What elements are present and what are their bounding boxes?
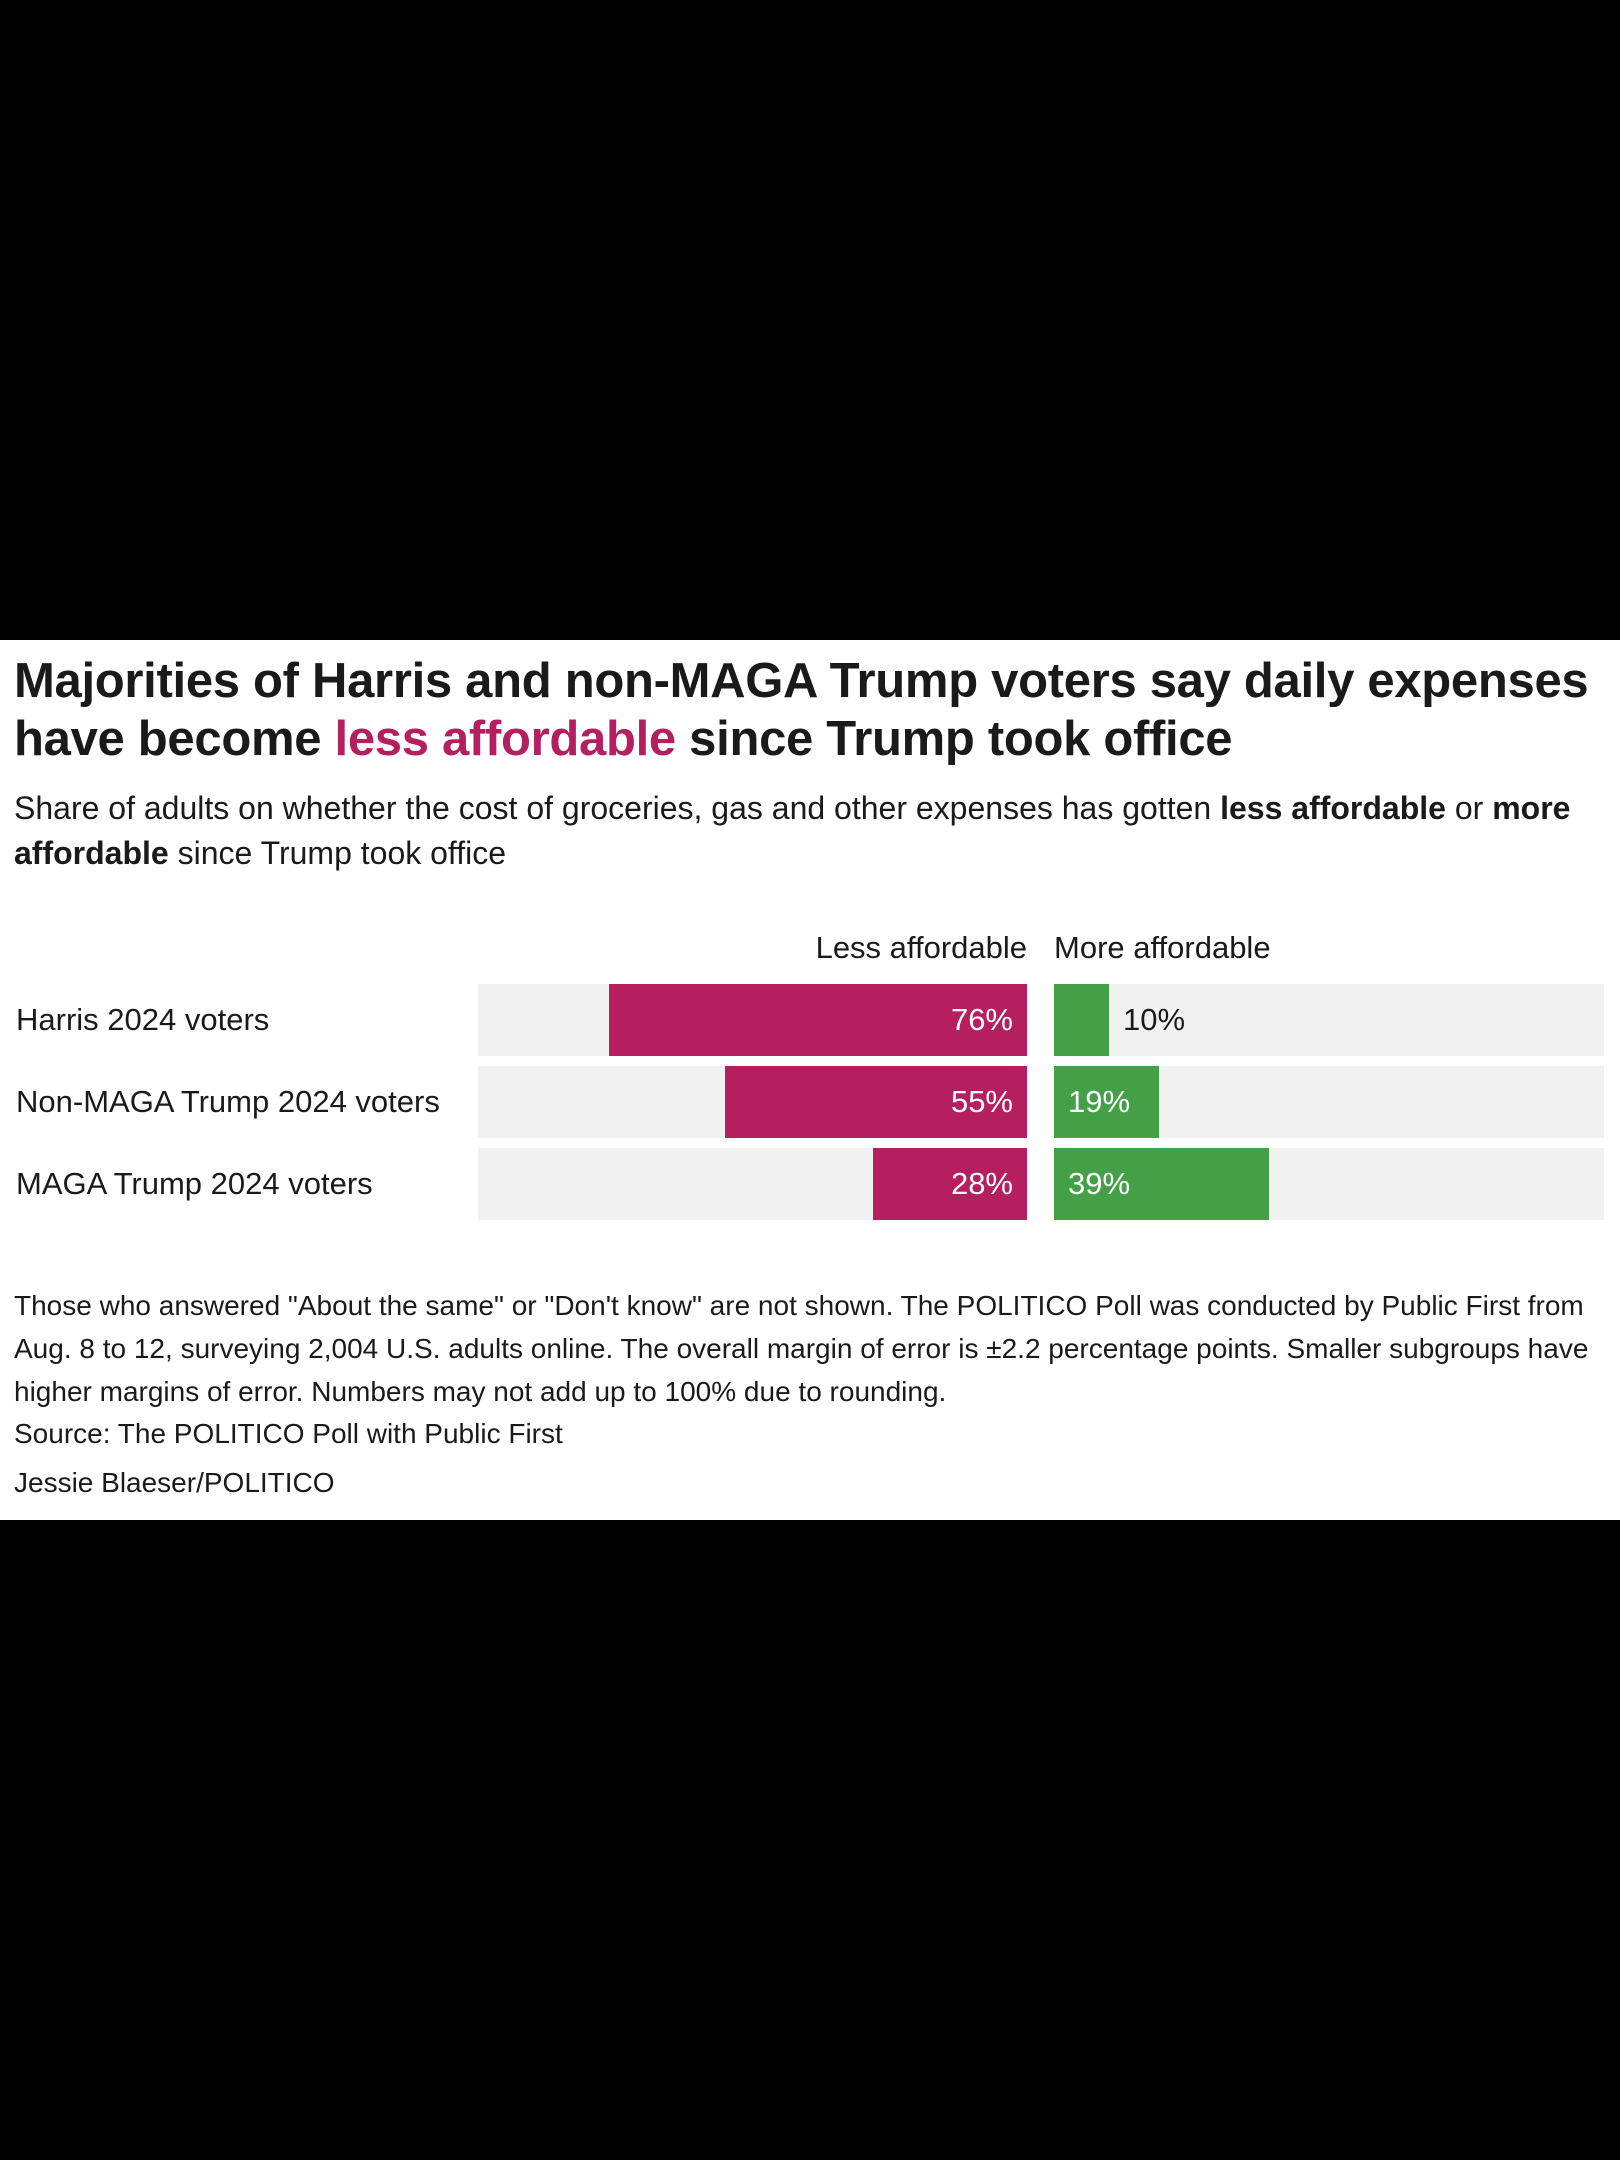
less-affordable-bar [609, 984, 1027, 1056]
more-affordable-track: 19% [1054, 1066, 1604, 1138]
more-affordable-value-label: 19% [1068, 1084, 1131, 1119]
subtitle-bold-less: less affordable [1220, 790, 1446, 826]
less-affordable-track: 55% [478, 1066, 1027, 1138]
title-text-start: Majorities of Harris and non-MAGA Trump … [14, 654, 1589, 766]
subtitle-text-1: Share of adults on whether the cost of g… [14, 790, 1221, 826]
chart-card: Majorities of Harris and non-MAGA Trump … [0, 640, 1620, 1520]
more-affordable-value-label: 10% [1123, 1002, 1186, 1037]
chart-source: Source: The POLITICO Poll with Public Fi… [14, 1418, 563, 1449]
chart-subtitle: Share of adults on whether the cost of g… [14, 786, 1609, 876]
title-text-end: since Trump took office [675, 712, 1233, 766]
less-affordable-value-label: 55% [950, 1084, 1013, 1119]
more-affordable-bar [1054, 1066, 1159, 1138]
less-affordable-bar [873, 1148, 1027, 1220]
more-affordable-track: 10% [1054, 984, 1604, 1056]
chart-title: Majorities of Harris and non-MAGA Trump … [14, 652, 1604, 768]
more-affordable-bar [1054, 984, 1109, 1056]
chart-notes: Those who answered "About the same" or "… [14, 1290, 1589, 1407]
less-affordable-value-label: 76% [950, 1002, 1013, 1037]
category-label: MAGA Trump 2024 voters [16, 1166, 373, 1201]
less-affordable-value-label: 28% [950, 1166, 1013, 1201]
more-affordable-value-label: 39% [1068, 1166, 1131, 1201]
less-affordable-track: 28% [478, 1148, 1027, 1220]
chart-credit: Jessie Blaeser/POLITICO [14, 1467, 335, 1498]
less-affordable-track: 76% [478, 984, 1027, 1056]
less-affordable-bar [724, 1066, 1027, 1138]
category-label: Harris 2024 voters [16, 1002, 270, 1037]
subtitle-text-3: since Trump took office [168, 835, 507, 871]
column-header-less-affordable: Less affordable [815, 930, 1027, 965]
more-affordable-bar [1054, 1148, 1269, 1220]
subtitle-text-2: or [1445, 790, 1493, 826]
more-affordable-track: 39% [1054, 1148, 1604, 1220]
category-label: Non-MAGA Trump 2024 voters [16, 1084, 440, 1119]
title-accent-text: less affordable [334, 712, 677, 766]
column-header-more-affordable: More affordable [1054, 930, 1271, 965]
subtitle-bold-more: more affordable [14, 790, 1571, 871]
